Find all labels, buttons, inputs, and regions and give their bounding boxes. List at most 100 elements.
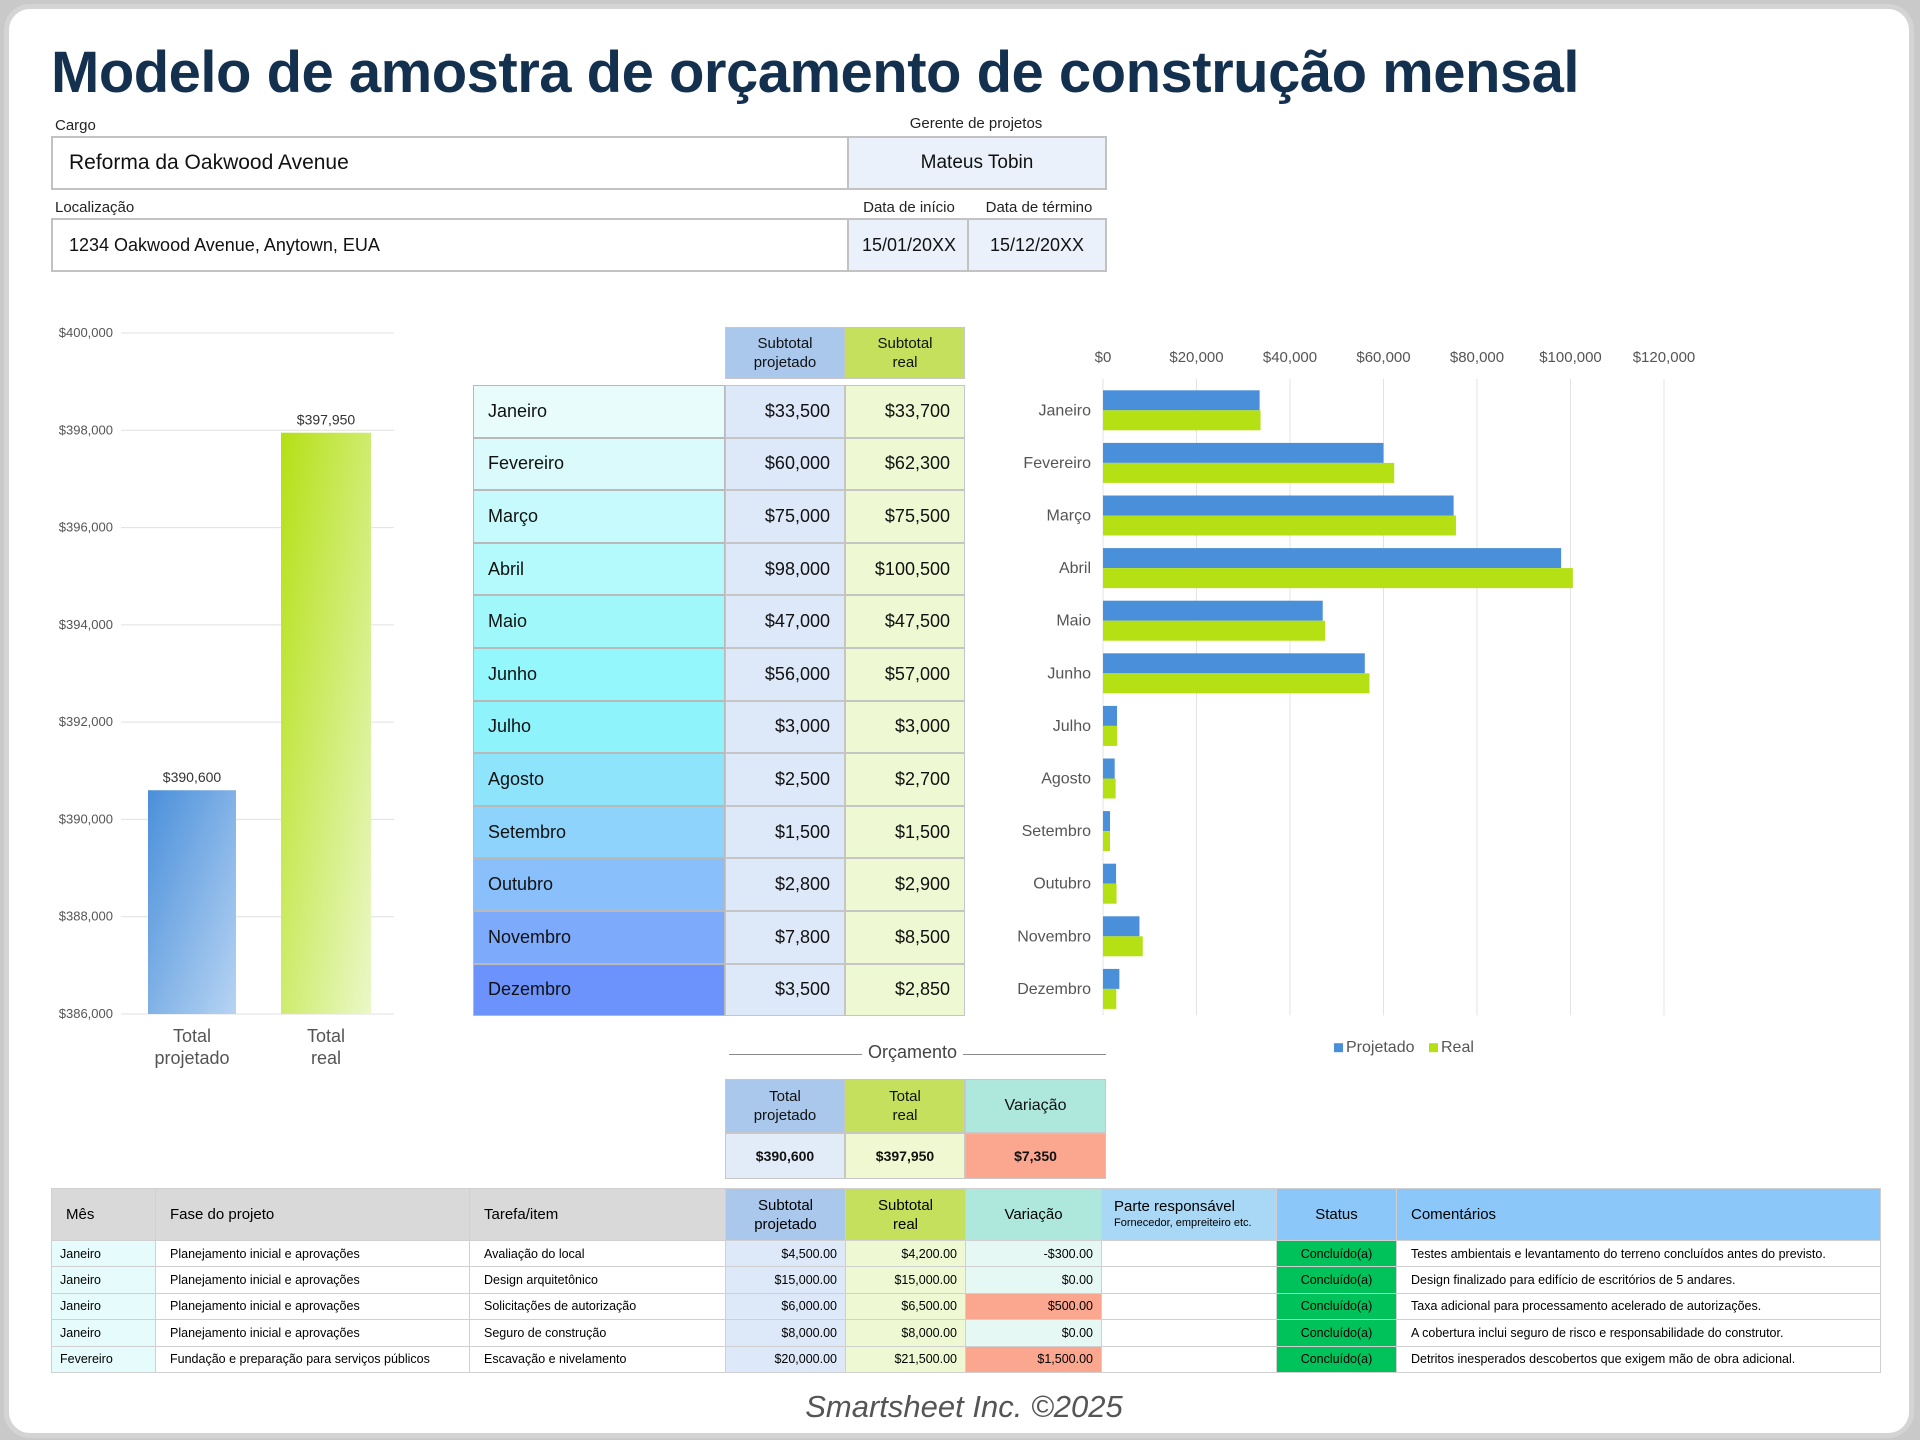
detail-status[interactable]: Concluído(a) <box>1276 1292 1397 1321</box>
detail-status[interactable]: Concluído(a) <box>1276 1319 1397 1347</box>
monthly-bar-projetado <box>1103 600 1323 621</box>
monthly-header-projected: Subtotal projetado <box>725 327 845 379</box>
monthly-row-projected: $3,500 <box>725 963 845 1017</box>
footer-copyright: Smartsheet Inc. ©2025 <box>805 1389 1123 1424</box>
detail-status[interactable]: Concluído(a) <box>1276 1266 1397 1294</box>
monthly-bar-projetado <box>1103 811 1111 832</box>
monthly-bar-projetado <box>1103 968 1120 989</box>
monthly-row-month: Março <box>473 490 725 543</box>
col-comments: Comentários <box>1396 1188 1881 1241</box>
detail-party <box>1101 1292 1277 1321</box>
manager-label: Gerente de projetos <box>909 115 1043 132</box>
monthly-xtick-label: $120,000 <box>1633 349 1696 366</box>
detail-variation: -$300.00 <box>965 1239 1102 1268</box>
detail-month: Janeiro <box>51 1239 156 1268</box>
monthly-bar-projetado <box>1103 758 1115 779</box>
totals-ytick-label: $398,000 <box>59 422 113 437</box>
detail-status[interactable]: Concluído(a) <box>1276 1345 1397 1373</box>
detail-row: Fevereiro Fundação e preparação para serv… <box>51 1345 1881 1373</box>
detail-projected: $15,000.00 <box>725 1266 846 1294</box>
detail-month: Fevereiro <box>51 1345 156 1373</box>
detail-phase: Planejamento inicial e aprovações <box>155 1266 470 1294</box>
monthly-row-month: Abril <box>473 542 725 596</box>
monthly-header-real: Subtotal real <box>845 327 965 379</box>
monthly-row-month: Fevereiro <box>473 437 725 491</box>
totals-ytick-label: $400,000 <box>59 325 113 340</box>
detail-phase: Planejamento inicial e aprovações <box>155 1292 470 1321</box>
start-date-label: Data de início <box>863 199 955 216</box>
monthly-row-projected: $56,000 <box>725 648 845 701</box>
monthly-xtick-label: $100,000 <box>1539 349 1602 366</box>
end-date-label: Data de término <box>985 199 1093 216</box>
legend-label: Projetado <box>1346 1039 1415 1056</box>
monthly-bar-real <box>1103 831 1111 852</box>
monthly-row-real: $47,500 <box>845 595 965 648</box>
detail-month: Janeiro <box>51 1266 156 1294</box>
totals-category-label: projetado <box>154 1048 229 1068</box>
detail-real: $15,000.00 <box>845 1266 966 1294</box>
monthly-bar-projetado <box>1103 495 1454 516</box>
monthly-row-real: $1,500 <box>845 805 965 859</box>
manager-field[interactable]: Mateus Tobin <box>847 136 1107 190</box>
page-title: Modelo de amostra de orçamento de constr… <box>51 40 1580 105</box>
col-task: Tarefa/item <box>469 1188 726 1241</box>
monthly-bar-real <box>1103 462 1395 483</box>
monthly-row-projected: $2,800 <box>725 858 845 911</box>
detail-status[interactable]: Concluído(a) <box>1276 1239 1397 1268</box>
detail-real: $4,200.00 <box>845 1239 966 1268</box>
monthly-bar-projetado <box>1103 390 1260 411</box>
monthly-category-label: Outubro <box>1033 876 1091 893</box>
monthly-bar-projetado <box>1103 916 1140 937</box>
col-party: Parte responsável Fornecedor, empreiteir… <box>1101 1188 1277 1241</box>
start-date-field[interactable]: 15/01/20XX <box>847 218 971 272</box>
budget-header-real: Total real <box>845 1079 965 1133</box>
detail-party <box>1101 1239 1277 1268</box>
monthly-row-real: $2,900 <box>845 858 965 911</box>
monthly-row-projected: $1,500 <box>725 805 845 859</box>
totals-ytick-label: $392,000 <box>59 714 113 729</box>
legend-label: Real <box>1441 1039 1474 1056</box>
col-projected: Subtotal projetado <box>725 1188 846 1241</box>
monthly-xtick-label: $80,000 <box>1450 349 1504 366</box>
col-real: Subtotal real <box>845 1188 966 1241</box>
monthly-row-month: Maio <box>473 595 725 648</box>
monthly-bar-real <box>1103 988 1117 1009</box>
monthly-category-label: Janeiro <box>1039 402 1092 419</box>
monthly-category-label: Dezembro <box>1017 981 1091 998</box>
budget-total-real: $397,950 <box>845 1133 965 1179</box>
monthly-category-label: Junho <box>1047 665 1091 682</box>
monthly-row-month: Novembro <box>473 911 725 964</box>
totals-bar <box>148 790 236 1014</box>
monthly-row-month: Outubro <box>473 858 725 911</box>
col-status: Status <box>1276 1188 1397 1241</box>
totals-category-label: real <box>311 1048 341 1068</box>
monthly-row-projected: $98,000 <box>725 542 845 596</box>
detail-task: Solicitações de autorização <box>469 1292 726 1321</box>
monthly-row-real: $62,300 <box>845 437 965 491</box>
detail-projected: $8,000.00 <box>725 1319 846 1347</box>
monthly-xtick-label: $60,000 <box>1356 349 1410 366</box>
budget-total-projected: $390,600 <box>725 1133 845 1179</box>
detail-real: $21,500.00 <box>845 1345 966 1373</box>
totals-ytick-label: $394,000 <box>59 617 113 632</box>
cargo-field[interactable]: Reforma da Oakwood Avenue <box>51 136 853 190</box>
end-date-field[interactable]: 15/12/20XX <box>967 218 1107 272</box>
totals-category-label: Total <box>307 1026 345 1046</box>
monthly-row-real: $75,500 <box>845 490 965 543</box>
col-party-title: Parte responsável <box>1114 1197 1235 1215</box>
monthly-row-projected: $75,000 <box>725 490 845 543</box>
totals-bar-chart: $386,000 $388,000 $390,000 $392,000 $394,000… <box>9 9 409 1089</box>
detail-row: Janeiro Planejamento inicial e aprovações… <box>51 1239 1881 1268</box>
monthly-bar-real <box>1103 410 1261 431</box>
detail-variation: $0.00 <box>965 1266 1102 1294</box>
monthly-row-month: Julho <box>473 700 725 754</box>
detail-table: Mês Fase do projeto Tarefa/item Subtotal… <box>51 1188 1881 1373</box>
monthly-category-label: Julho <box>1053 718 1091 735</box>
detail-task: Escavação e nivelamento <box>469 1345 726 1373</box>
detail-task: Avaliação do local <box>469 1239 726 1268</box>
monthly-xtick-label: $40,000 <box>1263 349 1317 366</box>
detail-real: $8,000.00 <box>845 1319 966 1347</box>
monthly-bar-real <box>1103 673 1370 694</box>
monthly-category-label: Agosto <box>1041 771 1091 788</box>
location-field[interactable]: 1234 Oakwood Avenue, Anytown, EUA <box>51 218 853 272</box>
